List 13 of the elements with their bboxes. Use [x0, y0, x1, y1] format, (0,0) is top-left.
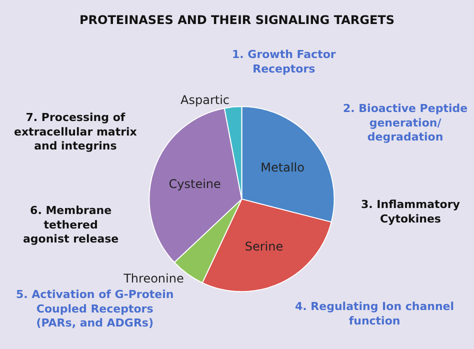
text: 5. Activation of G-Protein Coupled Receptors (PARs, and ADGRs) [16, 288, 174, 330]
text: 6. Membrane tethered agonist release [23, 204, 119, 246]
slice-label: Threonine [122, 271, 184, 286]
text: 4. Regulating Ion channel function [295, 300, 454, 328]
slice-label: Cysteine [168, 176, 221, 191]
slice-label: Serine [244, 239, 284, 254]
chart-title: PROTEINASES AND THEIR SIGNALING TARGETS [80, 13, 394, 28]
text: 2. Bioactive Peptide generation/ degradation [343, 102, 468, 144]
text: 7. Processing of extracellular matrix and integrins [14, 111, 137, 153]
text: 1. Growth Factor Receptors [232, 48, 336, 76]
slice-label: Aspartic [180, 93, 230, 108]
text: 3. Inflammatory Cytokines [361, 198, 460, 226]
slice-label: Metallo [260, 160, 304, 174]
